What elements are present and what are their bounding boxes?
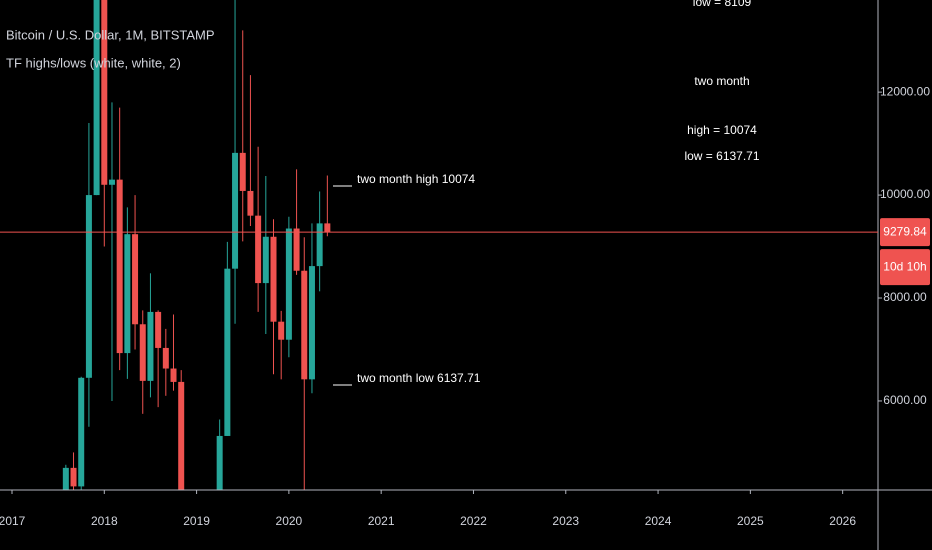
x-tick-label: 2019 <box>183 514 210 528</box>
candle-body <box>70 467 77 487</box>
annotation: high = 10074 <box>687 123 757 137</box>
candle-body <box>316 223 323 267</box>
countdown-label: 10d 10h <box>883 259 926 273</box>
y-tick-label: 6000.00 <box>883 393 927 407</box>
candle-body <box>101 0 108 185</box>
candle-body <box>224 268 231 436</box>
x-tick-label: 2020 <box>276 514 303 528</box>
x-tick-label: 2022 <box>460 514 487 528</box>
candle-body <box>255 215 262 284</box>
candle-body <box>247 190 254 216</box>
countdown-box <box>880 249 930 286</box>
candle-body <box>116 179 123 354</box>
candle-body <box>78 377 85 487</box>
annotation: low = 8109 <box>693 0 752 9</box>
annotation: two month <box>694 74 749 88</box>
annotation: two month high 10074 <box>357 172 475 186</box>
candle-body <box>301 270 308 380</box>
annotation: low = 6137.71 <box>684 149 759 163</box>
candle-body <box>308 266 315 380</box>
candle-body <box>278 321 285 340</box>
candle-body <box>62 467 69 490</box>
x-tick-label: 2021 <box>368 514 395 528</box>
x-tick-label: 2017 <box>0 514 26 528</box>
candle-body <box>262 236 269 284</box>
candle-body <box>139 324 146 381</box>
plot-area <box>62 0 331 513</box>
candle-body <box>124 234 131 354</box>
y-tick-label: 8000.00 <box>883 290 927 304</box>
candle-body <box>270 236 277 322</box>
candle-body <box>232 152 239 269</box>
candle-body <box>170 368 177 382</box>
x-tick-label: 2023 <box>552 514 579 528</box>
candle-body <box>162 347 169 369</box>
candle-body <box>108 179 115 185</box>
candle-body <box>209 499 215 513</box>
x-tick-label: 2026 <box>829 514 856 528</box>
indicator-label: TF highs/lows (white, white, 2) <box>6 55 181 70</box>
candle-body <box>216 435 223 490</box>
candle-body <box>285 228 292 340</box>
candle-body <box>132 234 139 325</box>
candle-body <box>147 311 154 381</box>
x-tick-label: 2024 <box>645 514 672 528</box>
y-tick-label: 12000.00 <box>880 84 930 98</box>
x-tick-label: 2025 <box>737 514 764 528</box>
y-tick-label: 10000.00 <box>880 187 930 201</box>
annotation: two month low 6137.71 <box>357 371 481 385</box>
candle-body <box>178 381 185 490</box>
chart-title: Bitcoin / U.S. Dollar, 1M, BITSTAMP <box>6 27 215 42</box>
candle-body <box>155 311 162 348</box>
x-tick-label: 2018 <box>91 514 118 528</box>
price-label: 9279.84 <box>883 224 927 238</box>
price-label-box <box>880 218 930 247</box>
candle-body <box>324 223 331 233</box>
candle-body <box>239 152 246 191</box>
candle-body <box>293 228 300 271</box>
candle-body <box>93 0 100 196</box>
candle-body <box>85 195 92 378</box>
